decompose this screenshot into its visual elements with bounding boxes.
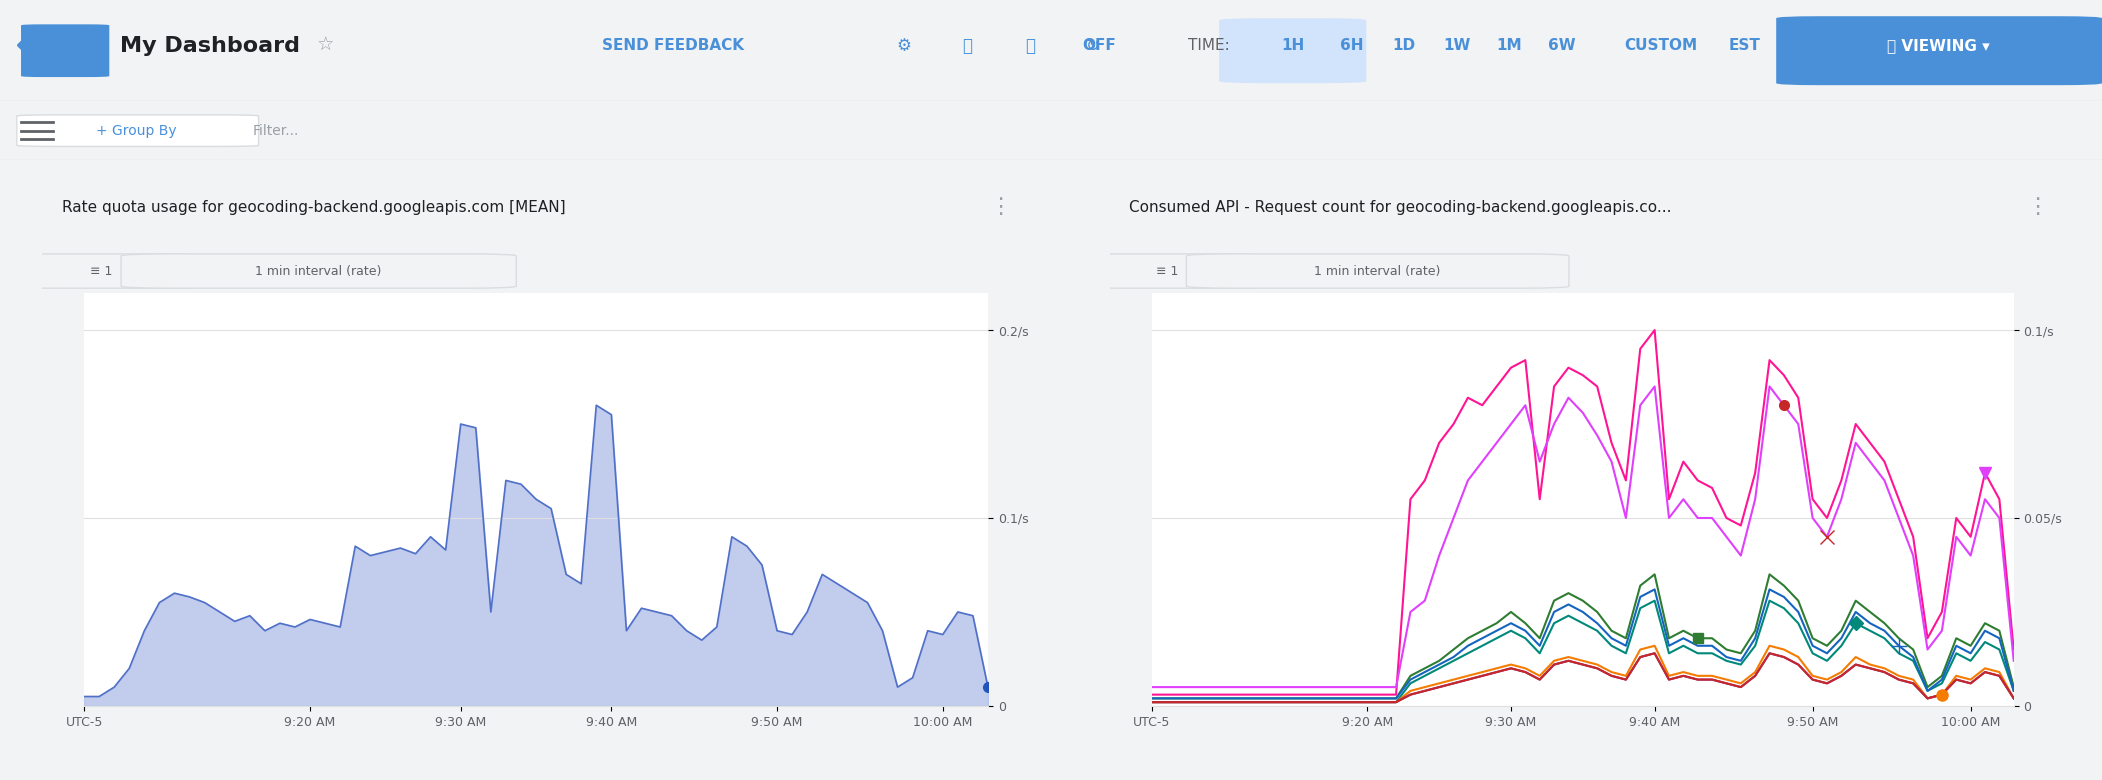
FancyBboxPatch shape [1186,254,1568,288]
Text: ⚙: ⚙ [895,37,912,55]
Text: 1 min interval (rate): 1 min interval (rate) [1314,264,1440,278]
FancyBboxPatch shape [1072,254,1263,288]
Text: ⋮: ⋮ [990,197,1011,218]
Text: ←: ← [17,36,34,55]
Text: Filter...: Filter... [252,124,298,137]
Text: 👁 VIEWING ▾: 👁 VIEWING ▾ [1888,38,1988,53]
Text: EST: EST [1728,38,1761,53]
Text: TIME:: TIME: [1188,38,1230,53]
Text: ↻: ↻ [1087,37,1099,55]
Text: SEND FEEDBACK: SEND FEEDBACK [601,38,744,53]
FancyBboxPatch shape [2,254,200,288]
Text: 6W: 6W [1547,38,1576,53]
FancyBboxPatch shape [17,115,259,147]
Text: ⛶: ⛶ [963,37,971,55]
Text: ☆: ☆ [317,36,334,55]
FancyBboxPatch shape [1776,16,2102,85]
Text: ≡ 1: ≡ 1 [1156,264,1179,278]
Text: Rate quota usage for geocoding-backend.googleapis.com [MEAN]: Rate quota usage for geocoding-backend.g… [61,200,565,215]
FancyBboxPatch shape [122,254,517,288]
Text: ⋮: ⋮ [2026,197,2049,218]
Text: ≡ 1: ≡ 1 [90,264,114,278]
Text: 1 min interval (rate): 1 min interval (rate) [256,264,383,278]
Text: + Group By: + Group By [97,124,177,137]
Text: 🔍: 🔍 [1026,37,1034,55]
FancyBboxPatch shape [1219,18,1366,83]
Text: 1H: 1H [1280,38,1305,53]
Text: ▾: ▾ [90,39,99,52]
Text: OFF: OFF [1083,38,1116,53]
Text: 6H: 6H [1339,38,1364,53]
Text: 1D: 1D [1392,38,1417,53]
Text: 1W: 1W [1442,38,1471,53]
Text: CUSTOM: CUSTOM [1625,38,1696,53]
Text: 1M: 1M [1497,38,1522,53]
Text: Consumed API - Request count for geocoding-backend.googleapis.co...: Consumed API - Request count for geocodi… [1129,200,1671,215]
Text: My Dashboard: My Dashboard [120,36,301,55]
FancyBboxPatch shape [21,24,109,77]
